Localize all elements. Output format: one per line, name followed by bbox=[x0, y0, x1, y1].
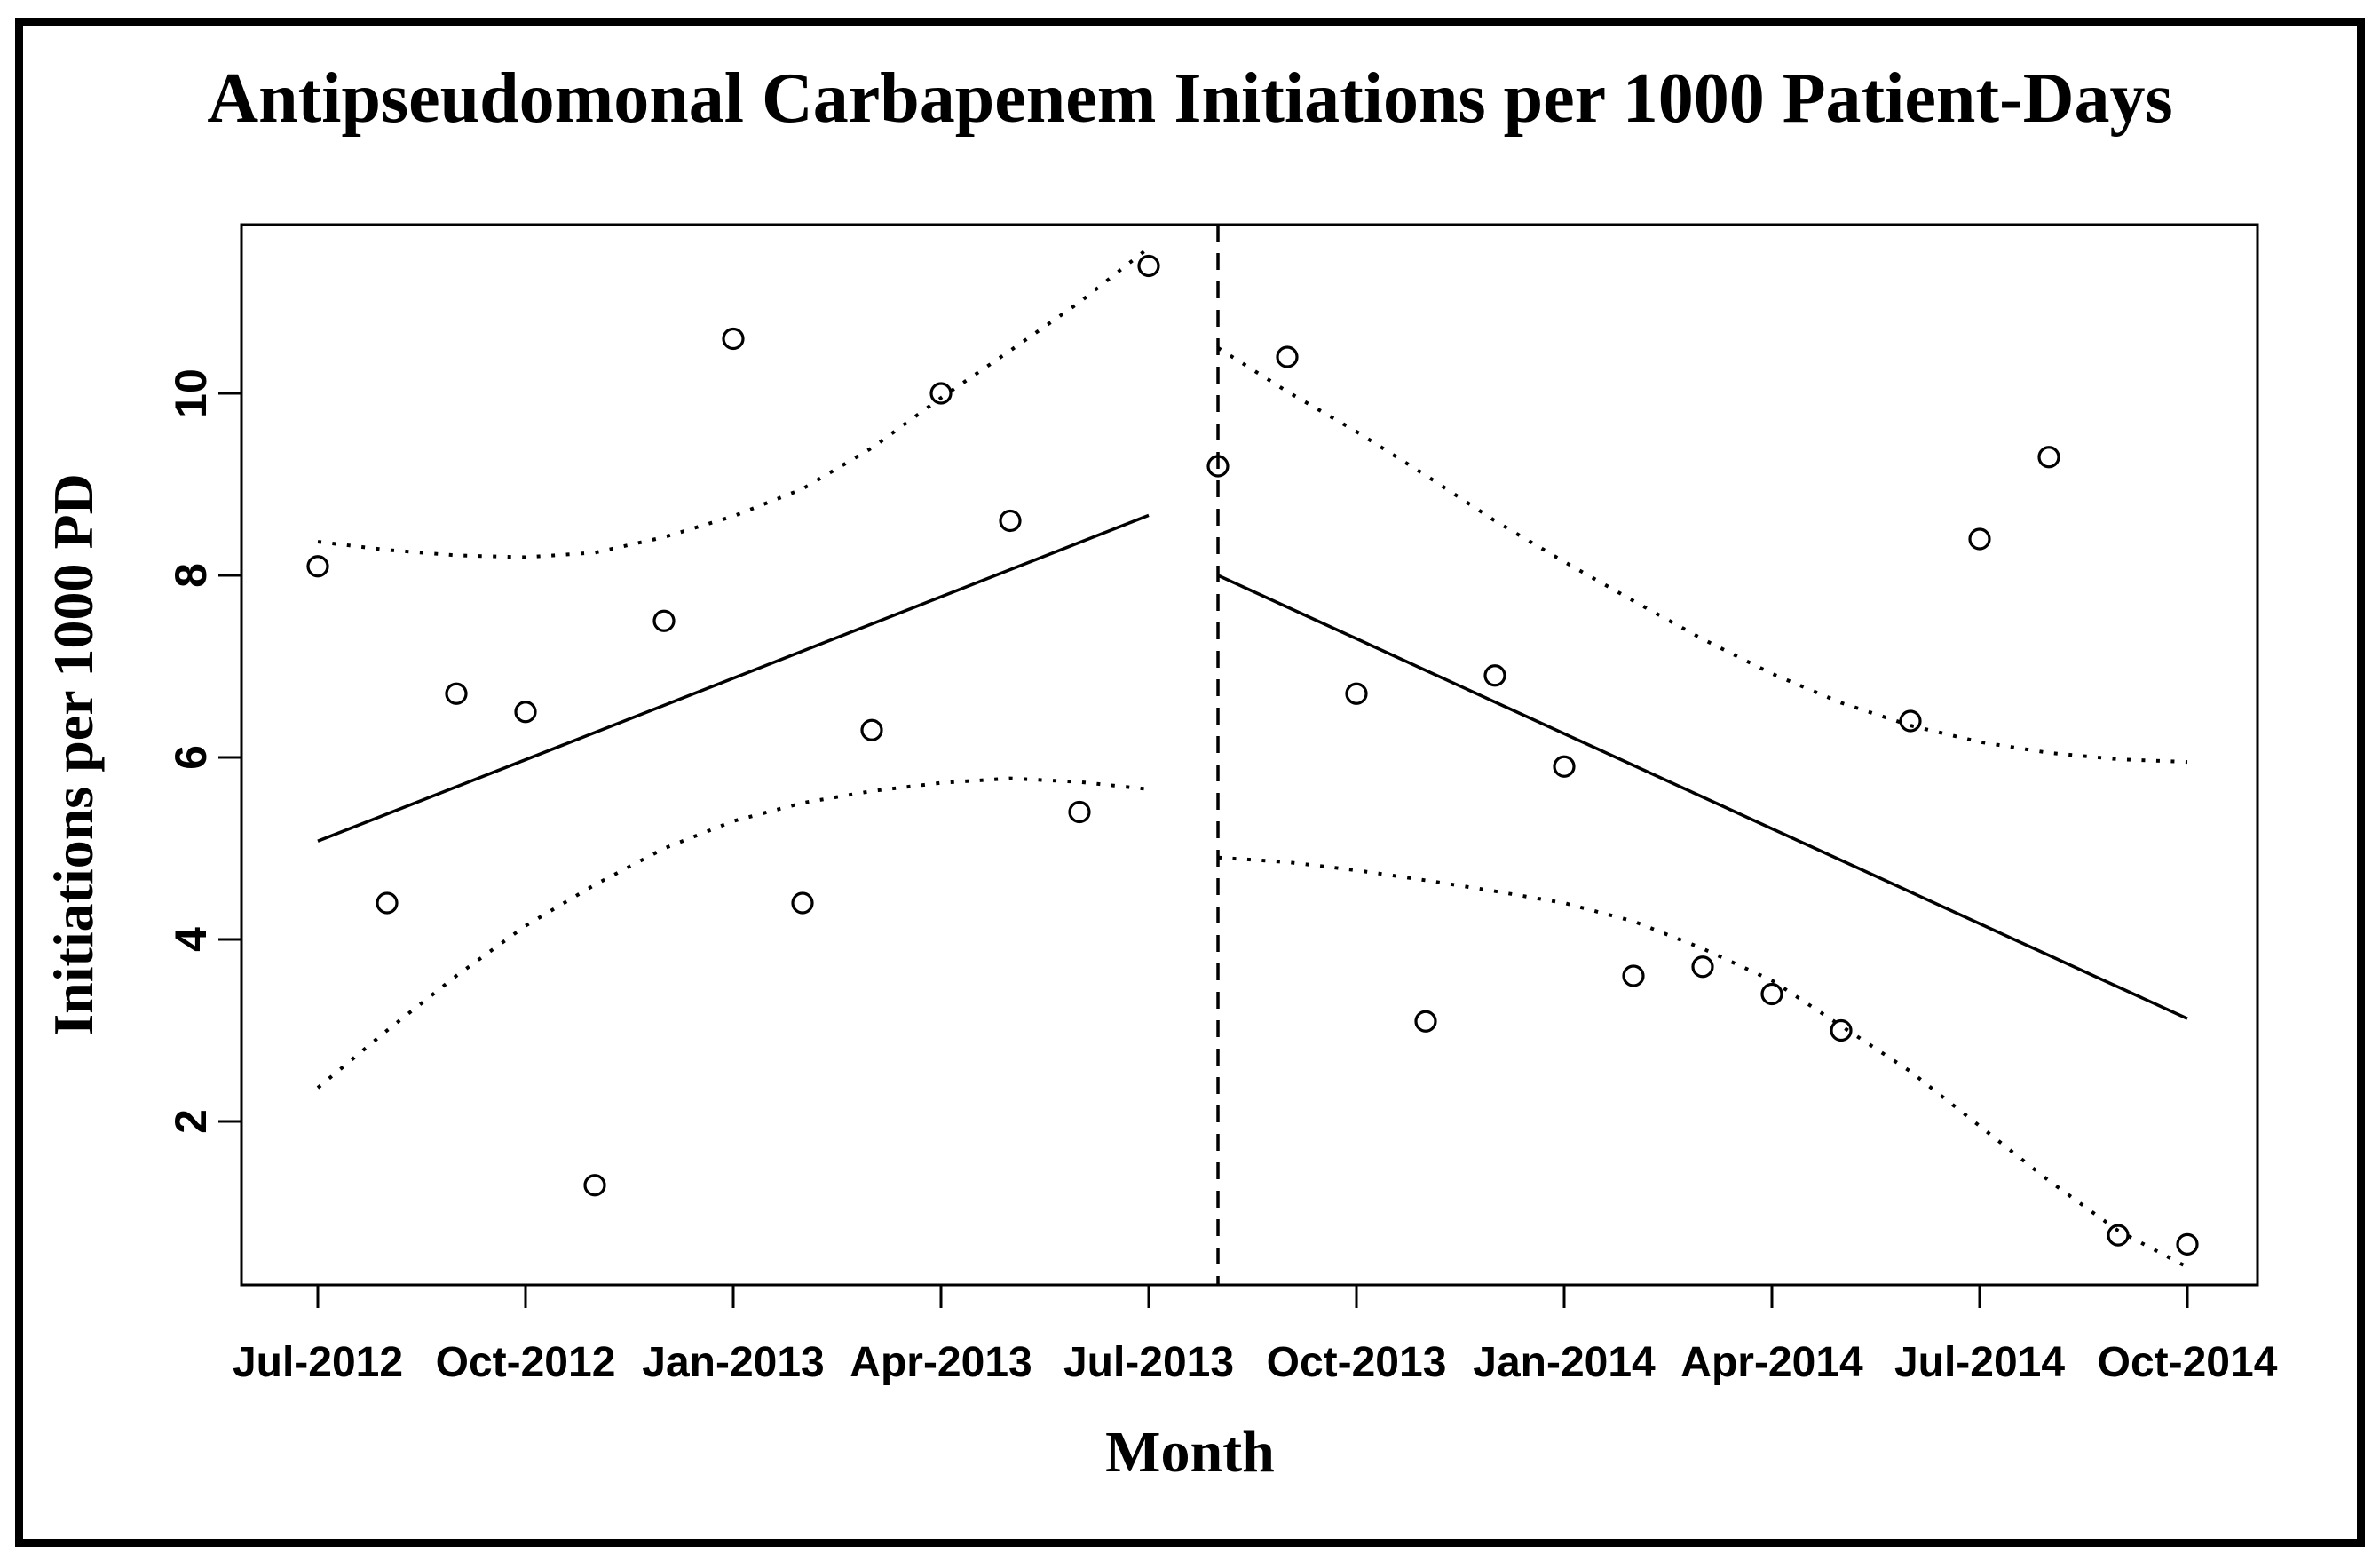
plot-box bbox=[240, 223, 2259, 1287]
x-axis-title: Month bbox=[1105, 1420, 1275, 1485]
data-point bbox=[306, 555, 329, 578]
ci-curve-pre-upper-ci bbox=[317, 246, 1150, 559]
data-point bbox=[445, 682, 468, 705]
data-point bbox=[1760, 982, 1783, 1006]
data-point bbox=[1068, 800, 1091, 824]
ci-curve-pre-lower-ci bbox=[316, 776, 1150, 1090]
data-point bbox=[1899, 709, 1922, 733]
x-tick-label: Jul-2012 bbox=[233, 1339, 403, 1386]
data-point bbox=[2107, 1224, 2130, 1247]
data-point bbox=[860, 718, 883, 741]
data-point bbox=[1553, 755, 1576, 778]
ci-curve-post-upper-ci bbox=[1216, 346, 2188, 765]
y-tick-label: 6 bbox=[166, 745, 216, 770]
data-point bbox=[1830, 1018, 1853, 1042]
data-point bbox=[2176, 1232, 2199, 1256]
x-tick-label: Oct-2014 bbox=[2098, 1339, 2278, 1386]
data-point bbox=[514, 701, 537, 724]
x-tick-label: Oct-2013 bbox=[1267, 1339, 1447, 1386]
data-point bbox=[929, 382, 953, 405]
post-intervention-trend bbox=[1217, 574, 2188, 1020]
data-point bbox=[722, 327, 745, 351]
y-tick-label: 10 bbox=[166, 368, 216, 418]
data-point bbox=[583, 1174, 606, 1197]
data-point bbox=[1137, 254, 1160, 278]
x-tick-label: Oct-2012 bbox=[436, 1339, 616, 1386]
data-point bbox=[652, 609, 676, 632]
pre-intervention-trend bbox=[317, 513, 1150, 843]
ci-curve-post-lower-ci bbox=[1217, 855, 2188, 1269]
data-point bbox=[999, 509, 1022, 533]
y-tick-label: 2 bbox=[166, 1109, 216, 1134]
x-tick-label: Jan-2014 bbox=[1473, 1339, 1656, 1386]
x-tick-label: Jul-2014 bbox=[1894, 1339, 2065, 1386]
x-tick-label: Apr-2013 bbox=[850, 1339, 1032, 1386]
figure-border bbox=[15, 18, 2365, 1547]
chart-title: Antipseudomonal Carbapenem Initiations p… bbox=[207, 59, 2173, 138]
y-tick-label: 8 bbox=[166, 563, 216, 588]
x-tick-label: Jan-2013 bbox=[642, 1339, 824, 1386]
data-point bbox=[1968, 527, 1991, 551]
x-tick-label: Apr-2014 bbox=[1680, 1339, 1863, 1386]
data-point bbox=[1206, 455, 1230, 478]
data-point bbox=[1622, 964, 1645, 987]
data-point bbox=[2037, 446, 2060, 469]
data-point bbox=[376, 891, 399, 915]
data-point bbox=[1691, 955, 1714, 979]
data-point bbox=[1276, 345, 1299, 368]
data-point bbox=[1414, 1010, 1437, 1033]
data-point bbox=[791, 891, 814, 915]
x-tick-label: Jul-2013 bbox=[1063, 1339, 1234, 1386]
data-point bbox=[1483, 664, 1506, 687]
y-tick-label: 4 bbox=[166, 927, 216, 952]
data-point bbox=[1345, 682, 1368, 705]
